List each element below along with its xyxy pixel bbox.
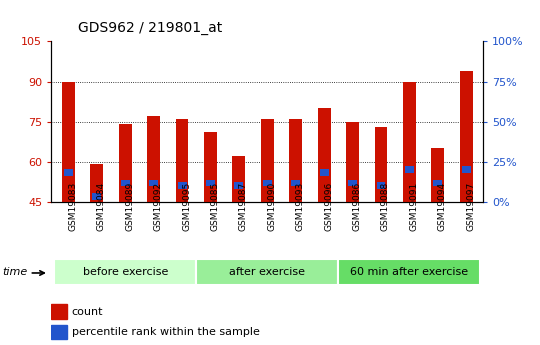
Bar — [90, 165, 103, 202]
Bar — [176, 119, 188, 202]
Text: time: time — [3, 267, 28, 277]
Bar — [403, 81, 416, 202]
Bar — [289, 119, 302, 202]
Text: GSM19097: GSM19097 — [466, 181, 475, 231]
Text: GSM19088: GSM19088 — [381, 181, 390, 231]
Bar — [433, 180, 442, 186]
Text: after exercise: after exercise — [230, 267, 305, 277]
Text: GSM19096: GSM19096 — [324, 181, 333, 231]
Text: GSM19087: GSM19087 — [239, 181, 248, 231]
Text: GSM19095: GSM19095 — [182, 181, 191, 231]
Bar — [92, 193, 101, 200]
Bar — [121, 180, 130, 186]
Text: count: count — [72, 307, 103, 317]
Bar — [51, 304, 67, 319]
Bar — [462, 166, 471, 173]
Text: 60 min after exercise: 60 min after exercise — [350, 267, 469, 277]
Bar — [320, 169, 329, 176]
Bar — [54, 259, 196, 285]
Bar — [346, 122, 359, 202]
Text: GSM19085: GSM19085 — [211, 181, 219, 231]
Bar — [206, 180, 215, 186]
Text: GDS962 / 219801_at: GDS962 / 219801_at — [78, 21, 222, 35]
Text: before exercise: before exercise — [83, 267, 168, 277]
Bar — [405, 166, 414, 173]
Text: GSM19084: GSM19084 — [97, 182, 106, 231]
Text: GSM19094: GSM19094 — [438, 182, 447, 231]
Bar — [375, 127, 387, 202]
Text: percentile rank within the sample: percentile rank within the sample — [72, 327, 260, 337]
Bar — [204, 132, 217, 202]
Text: GSM19092: GSM19092 — [153, 182, 163, 231]
Bar — [196, 259, 339, 285]
Bar — [149, 180, 158, 186]
Bar — [64, 169, 73, 176]
Bar — [291, 180, 300, 186]
Text: GSM19091: GSM19091 — [409, 181, 418, 231]
Text: GSM19089: GSM19089 — [125, 181, 134, 231]
Text: GSM19083: GSM19083 — [69, 181, 77, 231]
Bar — [62, 81, 75, 202]
Bar — [261, 119, 274, 202]
Bar — [348, 180, 357, 186]
Bar — [376, 183, 386, 189]
Bar — [178, 183, 186, 189]
Text: GSM19086: GSM19086 — [353, 181, 362, 231]
Text: GSM19090: GSM19090 — [267, 181, 276, 231]
Text: GSM19093: GSM19093 — [296, 181, 305, 231]
Bar — [318, 108, 330, 202]
Bar — [51, 325, 67, 339]
Bar — [263, 180, 272, 186]
Bar — [147, 116, 160, 202]
Bar — [339, 259, 481, 285]
Bar — [233, 156, 245, 202]
Bar — [234, 183, 244, 189]
Bar — [119, 124, 132, 202]
Bar — [431, 148, 444, 202]
Bar — [460, 71, 472, 202]
